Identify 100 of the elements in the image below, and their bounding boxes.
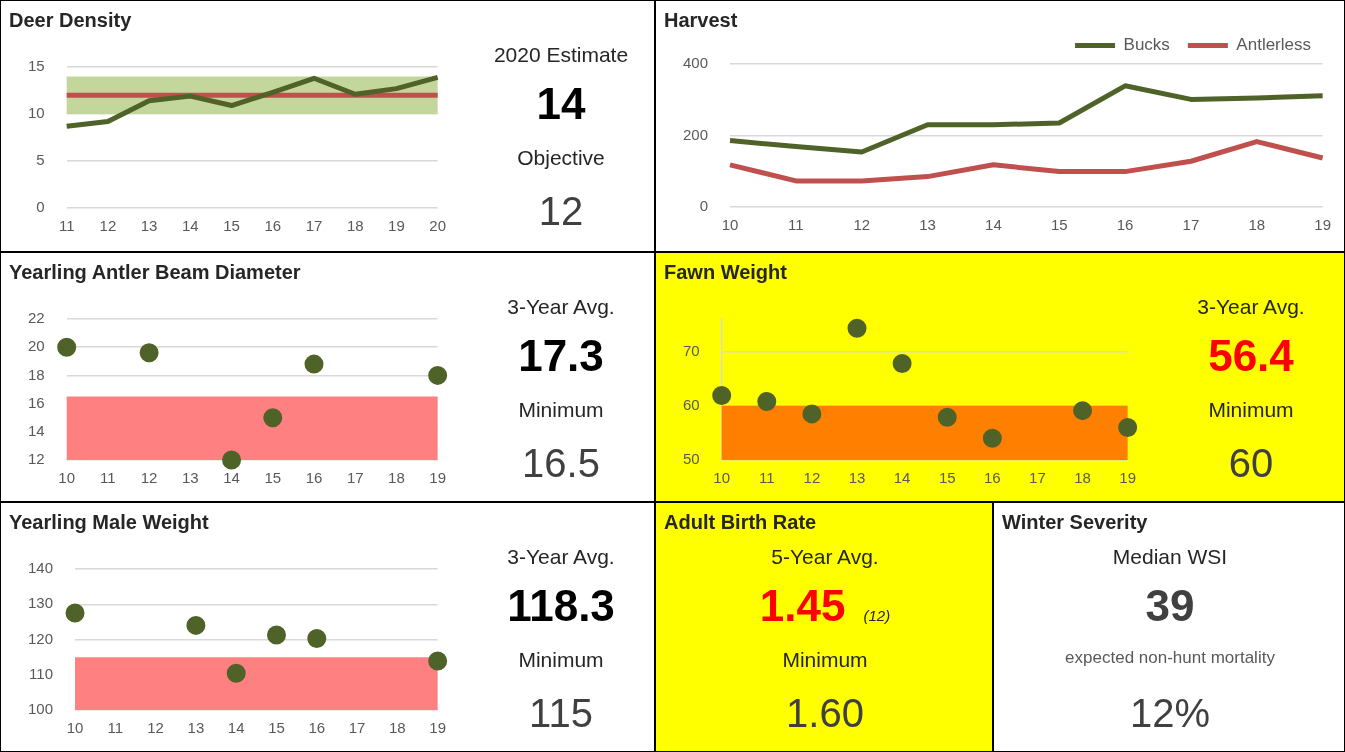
- text: Minimum: [1208, 398, 1294, 421]
- text: 1.45: [759, 581, 846, 630]
- text: 2020 Estimate: [493, 43, 629, 66]
- y-tick-label: 400: [683, 54, 709, 72]
- x-tick-label: 17: [1029, 469, 1046, 487]
- x-tick-label: 15: [1050, 216, 1068, 234]
- y-tick-label: 5: [36, 151, 45, 169]
- chart-title: Fawn Weight: [664, 261, 787, 284]
- x-tick-label: 10: [66, 719, 84, 737]
- x-tick-label: 19: [429, 719, 446, 737]
- text: Minimum: [518, 648, 604, 671]
- x-tick-label: 19: [388, 217, 405, 235]
- y-tick-label: 60: [683, 395, 700, 413]
- legend-label: Bucks: [1123, 35, 1170, 55]
- x-tick-label: 10: [713, 469, 731, 487]
- x-tick-label: 12: [803, 469, 821, 487]
- text: 17.3: [518, 331, 604, 380]
- x-tick-label: 15: [938, 469, 956, 487]
- x-tick-label: 17: [348, 719, 366, 737]
- x-tick-label: 18: [1248, 216, 1266, 234]
- point: [757, 391, 777, 411]
- x-tick-label: 13: [919, 216, 936, 234]
- x-tick-label: 11: [107, 719, 124, 737]
- point: [57, 337, 77, 357]
- y-tick-label: 18: [28, 365, 45, 383]
- y-tick-label: 50: [683, 450, 700, 468]
- chart-title: Deer Density: [9, 9, 132, 32]
- point: [304, 354, 324, 374]
- x-tick-label: 15: [268, 719, 285, 737]
- text: (12): [863, 607, 891, 624]
- x-tick-label: 13: [140, 217, 158, 235]
- x-tick-label: 15: [264, 469, 282, 487]
- y-tick-label: 22: [28, 309, 45, 327]
- x-tick-label: 18: [389, 719, 406, 737]
- point: [428, 651, 448, 671]
- text: 12%: [1129, 691, 1211, 735]
- legend-label: Antlerless: [1236, 35, 1311, 55]
- text: 1.60: [786, 691, 864, 735]
- point: [428, 365, 448, 385]
- text: 3-Year Avg.: [507, 295, 615, 318]
- text: 115: [529, 691, 593, 735]
- point: [226, 663, 246, 683]
- y-tick-label: 0: [36, 198, 45, 216]
- text: 118.3: [507, 581, 615, 630]
- text: 14: [536, 79, 586, 128]
- x-tick-label: 12: [99, 217, 117, 235]
- x-tick-label: 12: [140, 469, 158, 487]
- point: [892, 353, 912, 373]
- x-tick-label: 13: [182, 469, 199, 487]
- y-tick-label: 0: [699, 197, 709, 215]
- x-tick-label: 11: [788, 216, 804, 234]
- y-tick-label: 14: [28, 421, 45, 439]
- x-tick-label: 14: [893, 469, 911, 487]
- y-tick-label: 20: [28, 337, 45, 355]
- text: 5-Year Avg.: [771, 545, 879, 568]
- text: 3-Year Avg.: [1197, 295, 1305, 318]
- text: Winter Severity: [1002, 511, 1148, 534]
- y-tick-label: 70: [683, 341, 700, 359]
- x-tick-label: 16: [1116, 216, 1134, 234]
- point: [1073, 401, 1093, 421]
- point: [263, 408, 283, 428]
- point: [937, 407, 957, 427]
- text: expected non-hunt mortality: [1065, 648, 1275, 667]
- x-tick-label: 11: [100, 469, 116, 487]
- text: 56.4: [1208, 331, 1294, 380]
- text: Minimum: [518, 398, 604, 421]
- y-tick-label: 200: [683, 125, 709, 143]
- y-tick-label: 110: [29, 664, 54, 682]
- chart-title: Yearling Antler Beam Diameter: [9, 261, 301, 284]
- x-tick-label: 17: [1182, 216, 1200, 234]
- x-tick-label: 16: [308, 719, 326, 737]
- x-tick-label: 12: [147, 719, 164, 737]
- point: [982, 428, 1002, 448]
- x-tick-label: 14: [985, 216, 1002, 234]
- x-tick-label: 16: [983, 469, 1001, 487]
- chart-title: Harvest: [664, 9, 738, 32]
- x-tick-label: 17: [346, 469, 364, 487]
- x-tick-label: 14: [182, 217, 199, 235]
- text: 3-Year Avg.: [507, 545, 615, 568]
- x-tick-label: 13: [187, 719, 205, 737]
- text: 16.5: [522, 441, 600, 485]
- y-tick-label: 120: [28, 629, 54, 647]
- x-tick-label: 16: [305, 469, 323, 487]
- x-tick-label: 15: [223, 217, 240, 235]
- y-tick-label: 100: [28, 700, 54, 718]
- point: [222, 450, 242, 470]
- x-tick-label: 18: [346, 217, 364, 235]
- x-tick-label: 16: [264, 217, 282, 235]
- text: Minimum: [782, 648, 868, 671]
- y-tick-label: 130: [28, 594, 54, 612]
- x-tick-label: 11: [58, 217, 75, 235]
- point: [186, 615, 206, 635]
- point: [712, 385, 732, 405]
- x-tick-label: 14: [223, 469, 240, 487]
- x-tick-label: 20: [429, 217, 446, 235]
- y-tick-label: 140: [28, 559, 54, 577]
- point: [139, 343, 159, 363]
- x-tick-label: 18: [388, 469, 405, 487]
- text: Adult Birth Rate: [664, 511, 817, 534]
- point: [65, 603, 85, 623]
